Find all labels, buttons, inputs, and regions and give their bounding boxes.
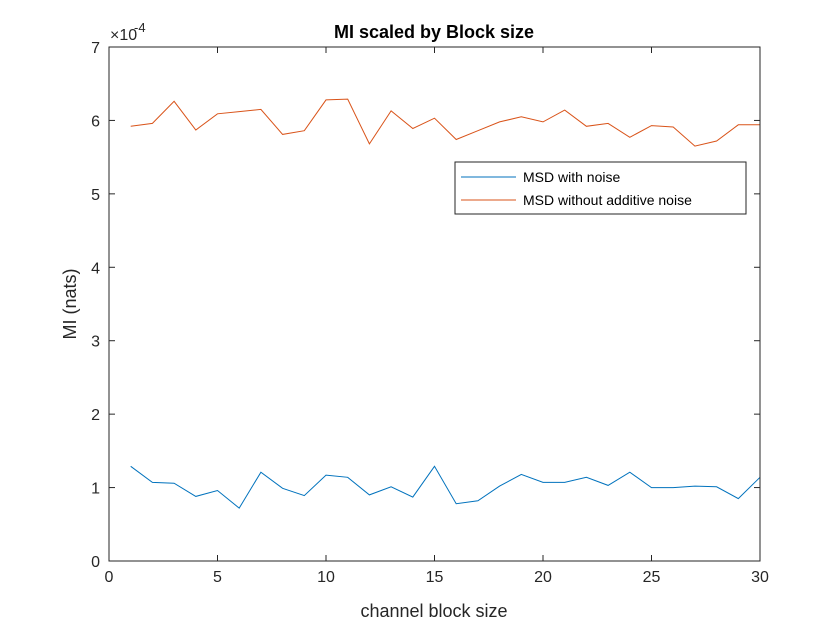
series-line-1 [130,98,760,147]
y-tick-label: 1 [91,481,100,498]
x-axis-ticks: 0 5 10 15 20 25 30 [105,47,769,586]
x-tick-label: 5 [213,569,222,586]
y-tick-label: 2 [91,407,100,424]
x-tick-label: 15 [426,569,444,586]
y-tick-label: 4 [91,260,100,277]
y-tick-label: 0 [91,554,100,571]
y-axis-exponent: -4 [134,20,146,35]
x-tick-label: 10 [317,569,335,586]
x-tick-label: 30 [751,569,769,586]
x-tick-label: 0 [105,569,114,586]
legend-label-msd-with-noise: MSD with noise [523,169,620,185]
y-axis-exponent-prefix: ×10 [110,27,137,44]
y-axis-label: MI (nats) [60,268,80,339]
series-layer [130,98,761,509]
legend-label-msd-without-additive-noise: MSD without additive noise [523,192,692,208]
series-line-0 [130,465,761,509]
y-tick-label: 7 [91,40,100,57]
legend-box [454,161,747,215]
x-axis-label: channel block size [360,601,507,621]
plot-area [109,47,760,561]
y-tick-label: 6 [91,113,100,130]
x-tick-label: 25 [643,569,661,586]
x-tick-label: 20 [534,569,552,586]
y-tick-label: 3 [91,334,100,351]
legend: MSD with noise MSD without additive nois… [454,161,747,215]
chart-title: MI scaled by Block size [334,22,534,42]
y-tick-label: 5 [91,187,100,204]
y-axis-ticks: 0 1 2 3 4 5 6 7 [91,40,760,571]
